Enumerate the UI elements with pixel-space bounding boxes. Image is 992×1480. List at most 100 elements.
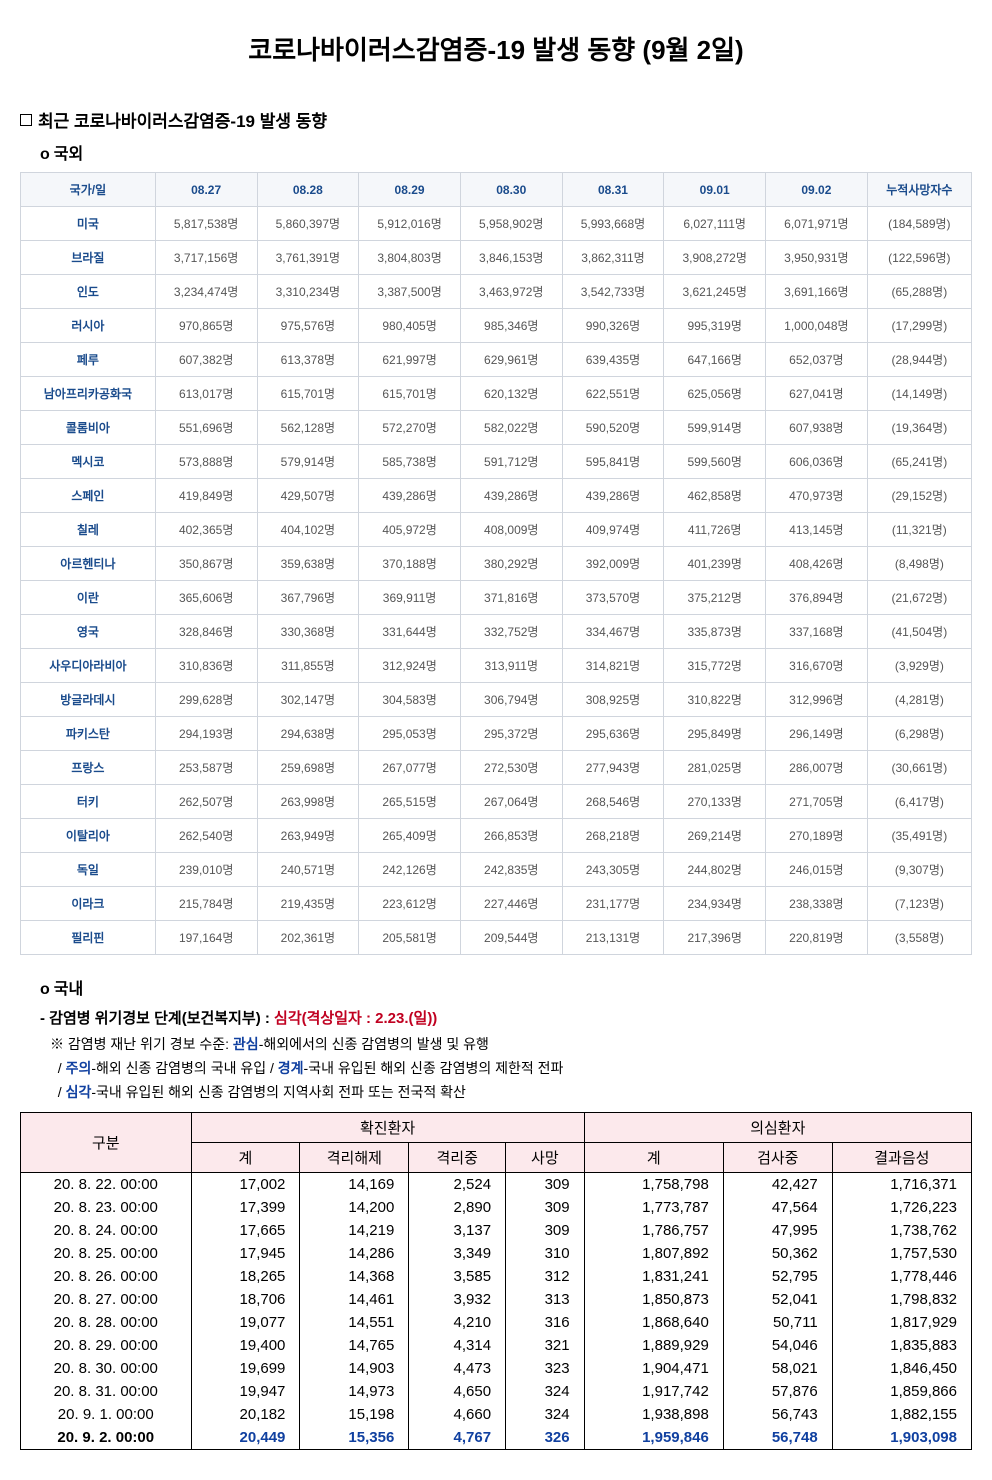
intl-value-cell: (35,491명): [867, 819, 971, 853]
dom-value-cell: 4,210: [409, 1311, 506, 1334]
intl-country-cell: 이란: [21, 581, 156, 615]
alert-level: 심각(격상일자 : 2.23.(일)): [274, 1010, 437, 1027]
intl-value-cell: 606,036명: [766, 445, 868, 479]
alert-note-1: ※ 감염병 재난 위기 경보 수준: 관심-해외에서의 신종 감염병의 발생 및…: [50, 1034, 972, 1054]
dom-value-cell: 20,182: [191, 1403, 300, 1426]
intl-value-cell: 408,426명: [766, 547, 868, 581]
intl-value-cell: 3,862,311명: [562, 241, 664, 275]
intl-value-cell: 995,319명: [664, 309, 766, 343]
intl-value-cell: 413,145명: [766, 513, 868, 547]
intl-value-cell: 639,435명: [562, 343, 664, 377]
intl-value-cell: 3,542,733명: [562, 275, 664, 309]
intl-value-cell: 334,467명: [562, 615, 664, 649]
alert-note-2: / 주의-해외 신종 감염병의 국내 유입 / 경계-국내 유입된 해외 신종 …: [50, 1058, 972, 1078]
intl-value-cell: 3,691,166명: [766, 275, 868, 309]
intl-row: 칠레402,365명404,102명405,972명408,009명409,97…: [21, 513, 972, 547]
intl-value-cell: 220,819명: [766, 921, 868, 955]
intl-value-cell: 262,507명: [155, 785, 257, 819]
dom-value-cell: 1,798,832: [832, 1288, 971, 1311]
dom-row: 20. 9. 1. 00:0020,18215,1984,6603241,938…: [21, 1403, 972, 1426]
dom-value-cell: 14,286: [300, 1242, 409, 1265]
intl-row: 남아프리카공화국613,017명615,701명615,701명620,132명…: [21, 377, 972, 411]
intl-value-cell: 607,938명: [766, 411, 868, 445]
intl-value-cell: 294,193명: [155, 717, 257, 751]
intl-value-cell: 3,804,803명: [359, 241, 461, 275]
dom-value-cell: 20,449: [191, 1426, 300, 1450]
alert-prefix: - 감염병 위기경보 단계(보건복지부) :: [40, 1010, 274, 1027]
intl-value-cell: 572,270명: [359, 411, 461, 445]
intl-value-cell: (8,498명): [867, 547, 971, 581]
intl-value-cell: 5,817,538명: [155, 207, 257, 241]
dom-sub-death: 사망: [506, 1143, 585, 1173]
intl-value-cell: 409,974명: [562, 513, 664, 547]
dom-row: 20. 8. 31. 00:0019,94714,9734,6503241,91…: [21, 1380, 972, 1403]
intl-country-cell: 남아프리카공화국: [21, 377, 156, 411]
intl-value-cell: 262,540명: [155, 819, 257, 853]
intl-value-cell: 607,382명: [155, 343, 257, 377]
intl-value-cell: 310,822명: [664, 683, 766, 717]
intl-value-cell: (3,558명): [867, 921, 971, 955]
intl-value-cell: 652,037명: [766, 343, 868, 377]
intl-row: 이란365,606명367,796명369,911명371,816명373,57…: [21, 581, 972, 615]
intl-value-cell: 370,188명: [359, 547, 461, 581]
dom-value-cell: 1,786,757: [584, 1219, 723, 1242]
intl-country-cell: 러시아: [21, 309, 156, 343]
intl-value-cell: 227,446명: [460, 887, 562, 921]
dom-value-cell: 2,524: [409, 1173, 506, 1197]
intl-value-cell: 304,583명: [359, 683, 461, 717]
intl-value-cell: 246,015명: [766, 853, 868, 887]
intl-header-cell: 08.29: [359, 173, 461, 207]
dom-value-cell: 1,738,762: [832, 1219, 971, 1242]
dom-value-cell: 1,859,866: [832, 1380, 971, 1403]
sub-header-domestic: o국내: [40, 975, 972, 999]
dom-value-cell: 50,362: [723, 1242, 832, 1265]
dom-value-cell: 18,265: [191, 1265, 300, 1288]
intl-value-cell: 306,794명: [460, 683, 562, 717]
dom-value-cell: 3,349: [409, 1242, 506, 1265]
intl-row: 아르헨티나350,867명359,638명370,188명380,292명392…: [21, 547, 972, 581]
intl-header-cell: 08.28: [257, 173, 359, 207]
dom-value-cell: 316: [506, 1311, 585, 1334]
intl-value-cell: 3,234,474명: [155, 275, 257, 309]
intl-value-cell: 3,621,245명: [664, 275, 766, 309]
box-marker-icon: [20, 114, 32, 126]
intl-value-cell: (122,596명): [867, 241, 971, 275]
dom-value-cell: 52,795: [723, 1265, 832, 1288]
dom-row: 20. 8. 22. 00:0017,00214,1692,5243091,75…: [21, 1173, 972, 1197]
intl-row: 멕시코573,888명579,914명585,738명591,712명595,8…: [21, 445, 972, 479]
note-3a: 심각: [66, 1084, 92, 1100]
intl-value-cell: 295,372명: [460, 717, 562, 751]
dom-value-cell: 1,882,155: [832, 1403, 971, 1426]
dom-value-cell: 324: [506, 1403, 585, 1426]
intl-value-cell: 369,911명: [359, 581, 461, 615]
intl-row: 영국328,846명330,368명331,644명332,752명334,46…: [21, 615, 972, 649]
intl-value-cell: 579,914명: [257, 445, 359, 479]
dom-value-cell: 4,650: [409, 1380, 506, 1403]
intl-value-cell: 401,239명: [664, 547, 766, 581]
intl-value-cell: 985,346명: [460, 309, 562, 343]
intl-value-cell: 313,911명: [460, 649, 562, 683]
intl-row: 콜롬비아551,696명562,128명572,270명582,022명590,…: [21, 411, 972, 445]
intl-header-cell: 09.02: [766, 173, 868, 207]
intl-value-cell: 3,717,156명: [155, 241, 257, 275]
intl-value-cell: 296,149명: [766, 717, 868, 751]
intl-value-cell: 299,628명: [155, 683, 257, 717]
intl-value-cell: 419,849명: [155, 479, 257, 513]
intl-value-cell: 265,409명: [359, 819, 461, 853]
domestic-label: 국내: [54, 981, 83, 998]
note-1a: 관심: [233, 1036, 259, 1052]
dom-value-cell: 14,765: [300, 1334, 409, 1357]
intl-value-cell: 337,168명: [766, 615, 868, 649]
intl-header-cell: 08.30: [460, 173, 562, 207]
intl-value-cell: 429,507명: [257, 479, 359, 513]
dom-value-cell: 54,046: [723, 1334, 832, 1357]
intl-value-cell: 470,973명: [766, 479, 868, 513]
intl-row: 인도3,234,474명3,310,234명3,387,500명3,463,97…: [21, 275, 972, 309]
intl-value-cell: (19,364명): [867, 411, 971, 445]
dom-date-cell: 20. 9. 2. 00:00: [21, 1426, 192, 1450]
intl-value-cell: 627,041명: [766, 377, 868, 411]
dom-value-cell: 19,947: [191, 1380, 300, 1403]
intl-header-cell: 누적사망자수: [867, 173, 971, 207]
intl-value-cell: 621,997명: [359, 343, 461, 377]
dom-value-cell: 1,959,846: [584, 1426, 723, 1450]
